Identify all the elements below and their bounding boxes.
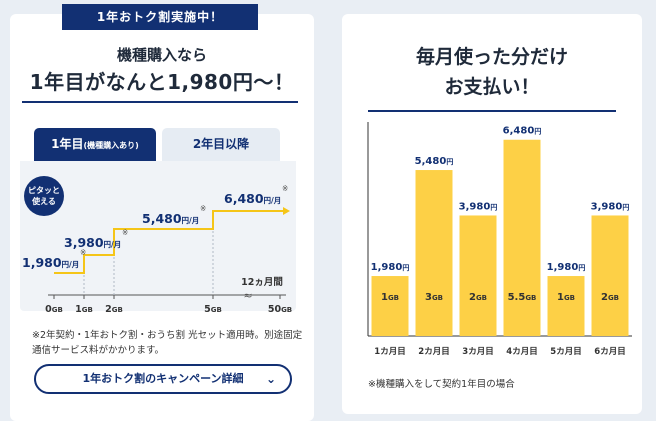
axis-break-mark: ≈: [243, 289, 252, 302]
bar: [415, 170, 453, 336]
tab-second-year-label: 2年目以降: [192, 137, 250, 151]
campaign-ribbon: 1年おトク割実施中！: [62, 4, 258, 30]
right-headline-line2: お支払い！: [444, 76, 540, 98]
right-footnote: ※機種購入をして契約1年目の場合: [368, 379, 515, 390]
step-note-mark: ※: [122, 228, 128, 237]
x-tick-label: 5GB: [204, 304, 222, 315]
bar-value-label: 3,980円: [459, 201, 498, 212]
bar-usage-label: 5.5GB: [508, 292, 537, 303]
pitatto-badge: ピタッと 使える: [24, 176, 64, 216]
arrow-right-icon: [283, 207, 290, 215]
badge-line2: 使える: [32, 197, 56, 206]
bar-usage-label: 3GB: [425, 292, 443, 303]
bar: [503, 139, 541, 336]
period-label: 12ヵ月間: [241, 276, 283, 288]
step-price-label: 3,980円/月: [64, 235, 121, 250]
x-category-label: 1カ月目: [374, 347, 405, 357]
tab-first-year-sub: (機種購入あり): [83, 141, 139, 150]
right-divider: [368, 110, 616, 112]
step-price-label: 5,480円/月: [142, 211, 199, 226]
tab-second-year[interactable]: 2年目以降: [162, 128, 280, 161]
x-tick-label: 1GB: [75, 304, 93, 315]
step-price-label: 6,480円/月: [224, 191, 281, 206]
x-category-label: 5カ月目: [550, 347, 581, 357]
tab-first-year[interactable]: 1年目(機種購入あり): [34, 128, 156, 161]
x-category-label: 6カ月目: [594, 347, 625, 357]
bar-usage-label: 2GB: [601, 292, 619, 303]
bar-value-label: 6,480円: [503, 126, 542, 137]
x-category-label: 4カ月目: [506, 347, 537, 357]
step-price-chart: ≈1,980円/月※3,980円/月※5,480円/月※6,480円/月※12ヵ…: [22, 184, 292, 315]
badge-line1: ピタッと: [28, 186, 60, 195]
step-note-mark: ※: [200, 204, 206, 213]
bar: [591, 215, 629, 336]
bar-usage-label: 2GB: [469, 292, 487, 303]
left-headline-line2: 1年目がなんと1,980円～！: [29, 70, 295, 94]
x-tick-label: 50GB: [268, 304, 292, 315]
step-note-mark: ※: [282, 184, 288, 193]
campaign-detail-label: 1年おトク割のキャンペーン詳細: [82, 372, 244, 385]
bar-value-label: 5,480円: [415, 156, 454, 167]
bar: [459, 215, 497, 336]
bar-usage-label: 1GB: [381, 292, 399, 303]
chevron-down-icon: ⌄: [265, 372, 276, 386]
left-divider: [22, 101, 298, 103]
step-chart-panel: [20, 161, 296, 311]
bar-usage-label: 1GB: [557, 292, 575, 303]
left-card: 1年おトク割実施中！ 機種購入なら 1年目がなんと1,980円～！ 1年目(機種…: [10, 4, 314, 421]
right-headline-line1: 毎月使った分だけ: [415, 46, 568, 68]
x-category-label: 2カ月目: [418, 347, 449, 357]
bar-value-label: 1,980円: [371, 262, 410, 273]
right-card: 毎月使った分だけ お支払い！ ※機種購入をして契約1年目の場合: [342, 14, 642, 414]
left-headline-line1: 機種購入なら: [116, 46, 207, 64]
campaign-detail-button[interactable]: 1年おトク割のキャンペーン詳細 ⌄: [34, 364, 292, 394]
bar: [371, 276, 409, 336]
step-price-label: 1,980円/月: [22, 255, 79, 270]
bar-value-label: 3,980円: [591, 201, 630, 212]
monthly-bar-chart: 1,980円 1GB 1カ月目 5,480円 3GB 2カ月目 3,980円 2GB 3カ月目 6…: [367, 122, 632, 357]
bar-value-label: 1,980円: [547, 262, 586, 273]
step-note-mark: ※: [80, 248, 86, 257]
x-tick-label: 0GB: [45, 304, 63, 315]
x-tick-label: 2GB: [105, 304, 123, 315]
bar: [547, 276, 585, 336]
price-step-line: [54, 210, 284, 274]
tab-first-year-label: 1年目: [51, 137, 84, 151]
left-footnote: ※2年契約・1年おトク割・おうち割 光セット適用時。別途固定通信サービス料がかか…: [32, 330, 303, 356]
x-category-label: 3カ月目: [462, 347, 493, 357]
